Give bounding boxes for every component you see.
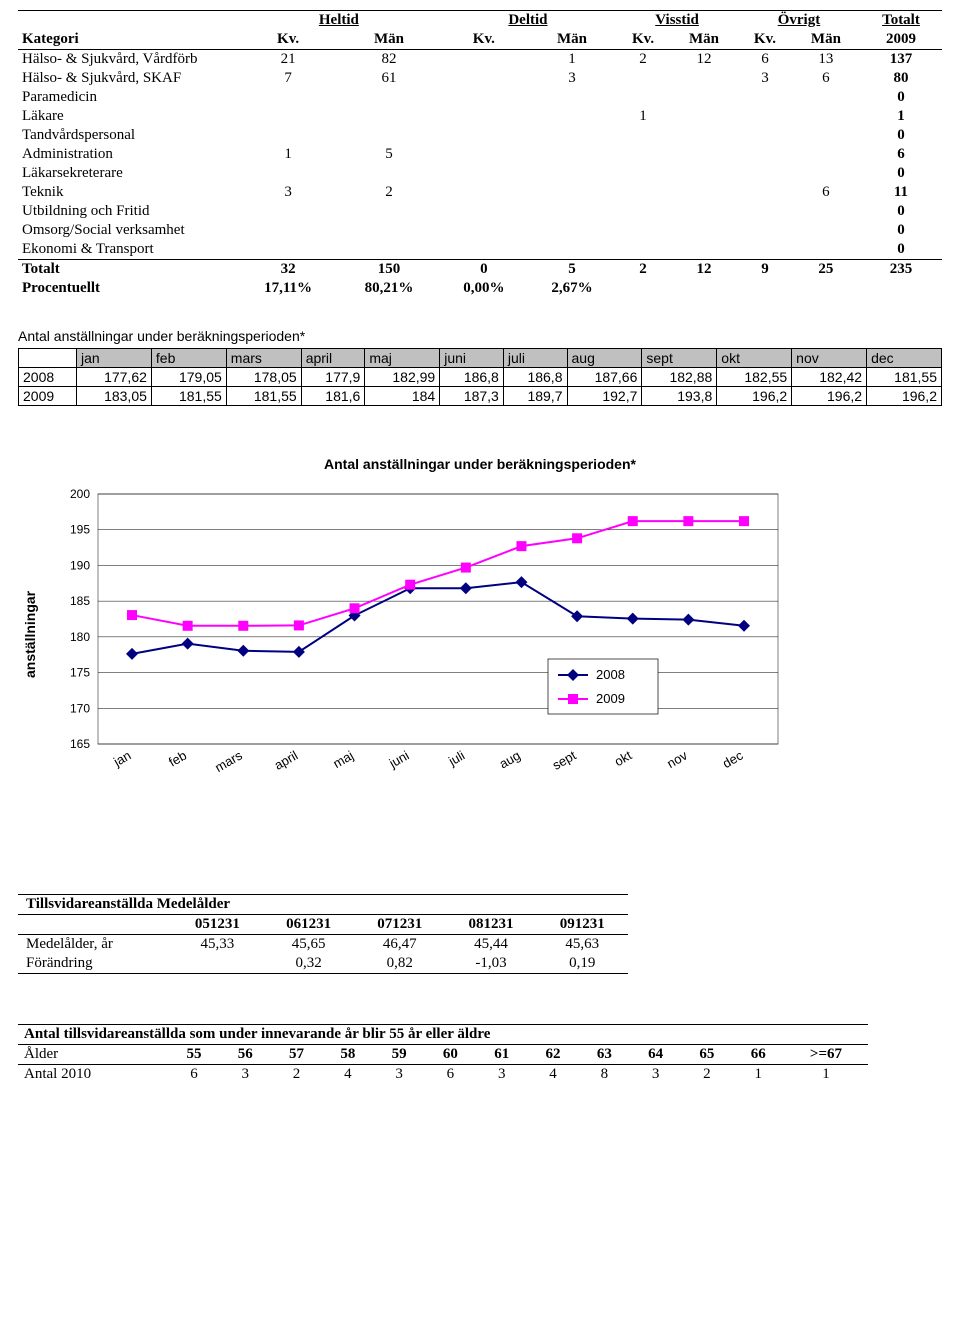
svg-text:maj: maj [330,748,356,772]
svg-text:185: 185 [70,594,90,608]
svg-text:aug: aug [497,748,523,772]
table2-title: Antal anställningar under beräkningsperi… [18,328,942,344]
table3-title: Tillsvidareanställda Medelålder [18,895,628,915]
svg-text:190: 190 [70,558,90,572]
svg-text:april: april [272,748,301,773]
grouphdr-totalt: Totalt [882,12,920,28]
grouphdr-deltid: Deltid [508,12,547,28]
svg-text:2008: 2008 [596,667,625,682]
svg-text:nov: nov [664,747,690,771]
svg-text:jan: jan [110,748,133,770]
subhdr-kategori: Kategori [18,30,238,50]
pct-label: Procentuellt [18,279,238,298]
svg-text:2009: 2009 [596,691,625,706]
svg-text:juli: juli [445,748,467,769]
svg-text:sept: sept [550,747,579,772]
svg-text:170: 170 [70,701,90,715]
monthly-employment-table: janfebmarsaprilmajjunijuliaugseptoktnovd… [18,348,942,406]
medelalder-table: Tillsvidareanställda Medelålder 051231 0… [18,894,628,974]
grouphdr-ovrigt: Övrigt [778,12,821,28]
table4-title: Antal tillsvidareanställda som under inn… [18,1025,868,1045]
svg-text:dec: dec [720,747,746,771]
grouphdr-heltid: Heltid [319,12,359,28]
grouphdr-visstid: Visstid [655,12,699,28]
svg-text:180: 180 [70,630,90,644]
chart-title: Antal anställningar under beräkningsperi… [18,456,942,472]
svg-text:175: 175 [70,666,90,680]
main-employment-table: Heltid Deltid Visstid Övrigt Totalt Kate… [18,10,942,298]
svg-text:mars: mars [212,747,245,775]
svg-text:okt: okt [612,747,635,769]
svg-text:feb: feb [166,748,189,770]
age-55-table: Antal tillsvidareanställda som under inn… [18,1024,868,1084]
total-label: Totalt [18,260,238,280]
svg-text:200: 200 [70,487,90,501]
svg-text:165: 165 [70,737,90,751]
svg-text:juni: juni [386,748,412,772]
employment-line-chart: 165 170 175 180 185 190 195 200 jan feb mars april m… [38,484,798,784]
svg-text:195: 195 [70,523,90,537]
chart-ylabel: anställningar [18,484,38,784]
